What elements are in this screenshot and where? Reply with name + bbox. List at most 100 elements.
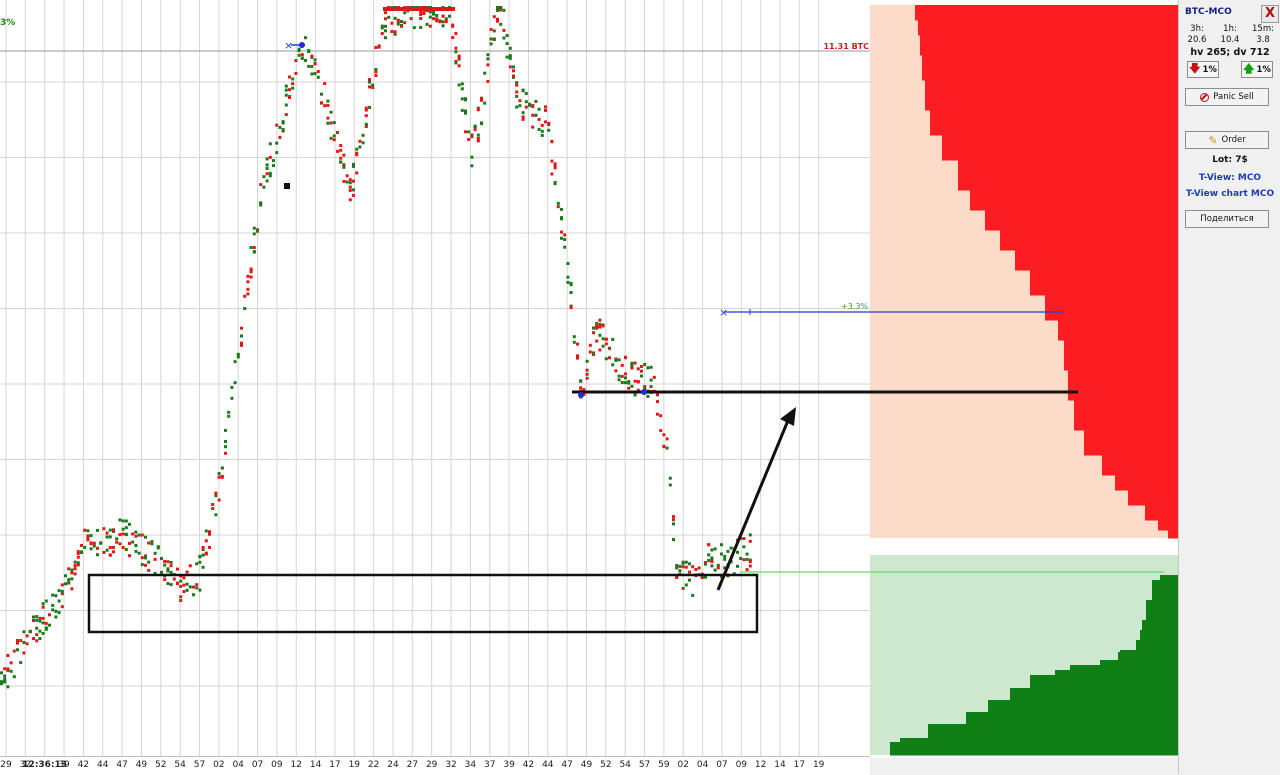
ask-volume-bar <box>1064 340 1178 371</box>
ask-volume-bar <box>1084 430 1178 456</box>
resistance-marker-left[interactable] <box>578 392 584 398</box>
price-dot <box>368 78 371 81</box>
price-dot <box>515 81 519 85</box>
price-dot <box>352 162 355 166</box>
price-dot <box>464 111 467 115</box>
price-dot <box>476 133 480 137</box>
price-dot <box>272 159 275 163</box>
price-dot <box>246 292 250 296</box>
price-dot <box>691 593 695 597</box>
price-dot <box>608 346 611 350</box>
price-dot <box>371 83 375 87</box>
price-dot <box>659 429 663 433</box>
target-x-marker[interactable]: × <box>719 306 728 319</box>
price-dot <box>128 554 131 558</box>
price-dot <box>134 530 138 534</box>
price-dot <box>576 354 579 358</box>
price-dot <box>608 356 611 360</box>
price-dot <box>284 103 288 107</box>
price-dot <box>236 355 240 359</box>
price-dot <box>672 522 675 526</box>
entry-x-marker[interactable]: × <box>284 39 293 52</box>
price-dot <box>3 677 7 681</box>
price-dot <box>652 375 656 379</box>
price-dot <box>688 570 691 574</box>
price-dot <box>284 88 288 92</box>
price-dot <box>307 64 311 68</box>
price-dot <box>473 128 477 132</box>
price-dot <box>480 96 483 100</box>
panic-sell-button[interactable]: Panic Sell <box>1185 88 1269 106</box>
price-dot <box>156 545 160 549</box>
price-dot <box>473 124 477 128</box>
price-dot <box>678 564 682 568</box>
price-dot <box>627 386 631 390</box>
price-chart-canvas[interactable]: × +3.3% × 3% 11.31 BTC <box>0 0 870 758</box>
price-dot <box>505 42 509 46</box>
price-dot <box>182 583 186 587</box>
tview-chart-link[interactable]: T-View chart MCO <box>1185 189 1275 199</box>
price-dot <box>723 554 727 558</box>
price-dot <box>713 547 717 551</box>
price-dot <box>131 532 135 536</box>
price-dot <box>454 31 458 35</box>
price-dot <box>678 569 682 573</box>
price-dot <box>371 86 375 90</box>
time-tick: 52 <box>155 760 167 770</box>
price-dot <box>35 639 39 643</box>
price-dot <box>224 440 227 443</box>
price-up-button[interactable]: 🡅 1% <box>1241 61 1273 78</box>
price-dot <box>198 560 202 564</box>
price-dot <box>390 30 394 33</box>
close-button[interactable]: X <box>1261 5 1279 23</box>
price-dot <box>710 560 714 564</box>
price-dot <box>9 669 13 673</box>
price-dot <box>192 593 195 597</box>
price-dot <box>54 609 58 613</box>
price-dot <box>640 365 643 368</box>
price-dot <box>563 233 567 237</box>
price-dot <box>64 582 67 586</box>
price-dot <box>284 93 288 97</box>
price-dot <box>368 80 371 84</box>
time-tick: 54 <box>174 760 186 770</box>
price-dot <box>460 87 464 91</box>
price-dot <box>636 380 640 384</box>
price-dot <box>57 611 61 615</box>
price-dot <box>147 560 151 564</box>
price-dot <box>480 121 483 125</box>
price-dot <box>598 348 602 352</box>
price-dot <box>649 385 653 389</box>
tview-link[interactable]: T-View: MCO <box>1198 173 1262 183</box>
price-dot <box>348 188 352 192</box>
resistance-marker-right[interactable] <box>641 389 647 395</box>
price-dot <box>265 172 269 176</box>
price-dot <box>403 11 407 15</box>
price-dot <box>313 58 317 62</box>
price-dot <box>297 49 301 53</box>
entry-marker-dot[interactable] <box>299 42 305 48</box>
ask-volume-bar <box>1168 530 1178 539</box>
order-button[interactable]: ✎ Order <box>1185 131 1269 149</box>
time-tick: 09 <box>735 760 748 770</box>
price-dot <box>166 567 170 571</box>
price-dot <box>51 603 55 607</box>
price-dot <box>140 556 144 560</box>
share-button[interactable]: Поделиться <box>1185 210 1269 228</box>
price-down-button[interactable]: 🡇 1% <box>1187 61 1219 78</box>
price-dot <box>339 148 343 152</box>
price-chart[interactable]: × +3.3% × 3% 11.31 BTC <box>0 0 870 758</box>
price-dot <box>41 602 45 606</box>
time-tick: 14 <box>774 760 786 770</box>
price-dot <box>217 475 221 479</box>
price-dot <box>147 568 151 572</box>
price-dot <box>470 135 474 139</box>
price-dot <box>550 159 554 163</box>
price-dot <box>38 629 42 633</box>
price-dot <box>316 70 320 73</box>
time-tick: 59 <box>658 760 670 770</box>
price-dot <box>73 572 77 576</box>
price-dot <box>592 351 595 355</box>
price-dot <box>304 36 307 40</box>
price-dot <box>352 188 355 192</box>
